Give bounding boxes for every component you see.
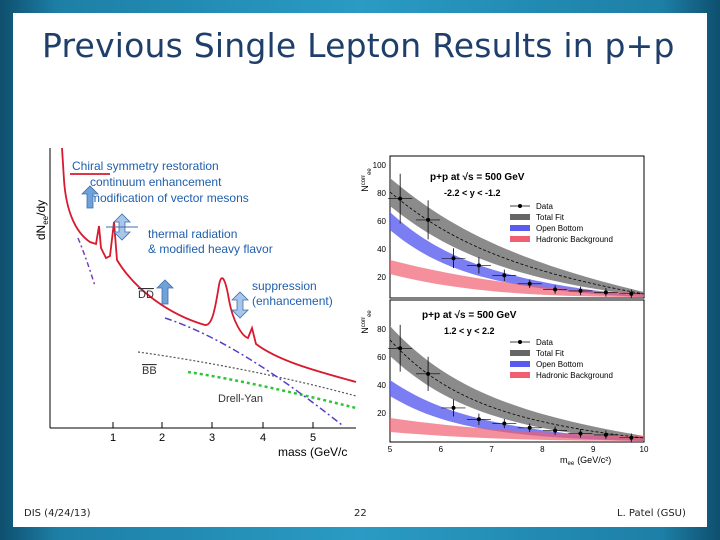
dd-curve bbox=[164, 317, 343, 426]
annotation-drell-yan: Drell-Yan bbox=[218, 393, 263, 405]
data-point bbox=[476, 263, 481, 268]
svg-text:Hadronic Background: Hadronic Background bbox=[536, 371, 613, 380]
data-point bbox=[527, 425, 532, 430]
bottom-ytick: 20 bbox=[377, 409, 386, 418]
top-panel: 100 80 60 40 20 Ncorree p+p at √s = 500 … bbox=[360, 155, 645, 299]
data-point bbox=[603, 290, 608, 295]
data-point bbox=[553, 428, 558, 433]
top-y-axis-label: Ncorree bbox=[360, 168, 373, 192]
bottom-fit-line bbox=[389, 339, 645, 439]
bottom-y-axis-label: Ncorree bbox=[360, 310, 373, 334]
data-point bbox=[629, 291, 634, 296]
total-spectrum-curve bbox=[61, 147, 357, 383]
data-point bbox=[398, 196, 403, 201]
svg-text:Hadronic Background: Hadronic Background bbox=[536, 235, 613, 244]
bottom-xtick: 9 bbox=[591, 445, 596, 454]
annotation-thermal-line2: & modified heavy flavor bbox=[148, 242, 273, 256]
x-axis-label: mass (GeV/c bbox=[278, 445, 347, 459]
bottom-open-bottom-band bbox=[390, 380, 644, 441]
svg-text:Open Bottom: Open Bottom bbox=[536, 224, 583, 233]
top-legend: Data Total Fit Open Bottom Hadronic Back… bbox=[510, 202, 613, 244]
bottom-xtick: 5 bbox=[388, 445, 393, 454]
annotation-continuum: continuum enhancement bbox=[90, 175, 222, 189]
footer-page-number: 22 bbox=[354, 508, 367, 519]
data-point bbox=[426, 371, 431, 376]
bottom-data-points bbox=[388, 324, 644, 442]
annotation-dd: DD bbox=[138, 289, 154, 301]
bottom-subtitle: 1.2 < y < 2.2 bbox=[444, 326, 495, 336]
data-point bbox=[502, 273, 507, 278]
bottom-xtick: 10 bbox=[640, 445, 649, 454]
top-ytick: 40 bbox=[377, 245, 386, 254]
bottom-ytick: 80 bbox=[377, 325, 386, 334]
svg-text:Total Fit: Total Fit bbox=[536, 349, 565, 358]
bottom-legend: Data Total Fit Open Bottom Hadronic Back… bbox=[510, 338, 613, 380]
y-axis-label: dNee/dy bbox=[34, 200, 50, 240]
data-point bbox=[398, 346, 403, 351]
annotation-chiral: Chiral symmetry restoration bbox=[72, 159, 219, 173]
svg-text:Ncorree: Ncorree bbox=[360, 310, 373, 334]
up-arrow-icon bbox=[81, 185, 99, 209]
svg-text:Open Bottom: Open Bottom bbox=[536, 360, 583, 369]
top-total-fit-band bbox=[390, 178, 644, 296]
bottom-xtick: 7 bbox=[489, 445, 494, 454]
data-point bbox=[451, 405, 456, 410]
top-hadronic-band bbox=[390, 260, 644, 297]
up-arrow-icon bbox=[156, 279, 174, 305]
up-down-arrow-icon bbox=[106, 213, 138, 241]
dilepton-spectrum-figure: 1 2 3 4 5 mass (GeV/c dNee/dy Chiral sym… bbox=[34, 147, 357, 459]
slide-title: Previous Single Lepton Results in p+p bbox=[42, 26, 675, 65]
top-ytick: 80 bbox=[377, 189, 386, 198]
x-tick-label: 1 bbox=[110, 432, 116, 444]
data-point bbox=[502, 421, 507, 426]
x-tick-label: 3 bbox=[209, 432, 215, 444]
annotation-thermal-line1: thermal radiation bbox=[148, 227, 237, 241]
svg-text:Data: Data bbox=[536, 338, 553, 347]
x-tick-label: 2 bbox=[159, 432, 165, 444]
svg-text:Total Fit: Total Fit bbox=[536, 213, 565, 222]
top-subtitle: -2.2 < y < -1.2 bbox=[444, 188, 501, 198]
data-point bbox=[629, 435, 634, 440]
bottom-title: p+p at √s = 500 GeV bbox=[422, 310, 517, 321]
annotation-suppression: suppression bbox=[252, 279, 317, 293]
drell-yan-curve bbox=[187, 370, 357, 410]
annotation-bb: BB bbox=[142, 365, 157, 377]
bottom-ytick: 60 bbox=[377, 353, 386, 362]
svg-text:dNee/dy: dNee/dy bbox=[34, 200, 50, 240]
top-ytick: 60 bbox=[377, 217, 386, 226]
data-point bbox=[578, 431, 583, 436]
bottom-x-axis-label: mee (GeV/c²) bbox=[560, 455, 611, 467]
bottom-panel: 80 60 40 20 Ncorree p+p at √s = 500 GeV … bbox=[360, 299, 649, 467]
annotation-enhancement: (enhancement) bbox=[252, 294, 333, 308]
up-down-arrow-icon bbox=[231, 291, 249, 319]
annotation-modification: modification of vector mesons bbox=[90, 191, 249, 205]
top-ytick: 20 bbox=[377, 273, 386, 282]
top-open-bottom-band bbox=[390, 212, 644, 297]
data-point bbox=[578, 288, 583, 293]
bottom-xtick: 6 bbox=[439, 445, 444, 454]
data-point bbox=[476, 417, 481, 422]
svg-text:Ncorree: Ncorree bbox=[360, 168, 373, 192]
footer-date: DIS (4/24/13) bbox=[24, 508, 91, 519]
bottom-xtick: 8 bbox=[540, 445, 545, 454]
x-tick-label: 5 bbox=[310, 432, 316, 444]
pp-500gev-figure: 100 80 60 40 20 Ncorree p+p at √s = 500 … bbox=[360, 155, 649, 467]
data-point bbox=[603, 432, 608, 437]
svg-text:Data: Data bbox=[536, 202, 553, 211]
bottom-ytick: 40 bbox=[377, 381, 386, 390]
bb-curve bbox=[137, 351, 357, 397]
data-point bbox=[553, 287, 558, 292]
footer-author: L. Patel (GSU) bbox=[617, 508, 686, 519]
data-point bbox=[527, 281, 532, 286]
bottom-total-fit-band bbox=[390, 326, 644, 441]
top-ytick: 100 bbox=[373, 161, 387, 170]
top-fit-line bbox=[389, 191, 645, 295]
low-mass-curve bbox=[77, 237, 96, 287]
data-point bbox=[426, 217, 431, 222]
x-ticks bbox=[112, 422, 314, 428]
top-data-points bbox=[388, 173, 644, 298]
data-point bbox=[451, 256, 456, 261]
top-title: p+p at √s = 500 GeV bbox=[430, 172, 525, 183]
x-tick-label: 4 bbox=[260, 432, 266, 444]
